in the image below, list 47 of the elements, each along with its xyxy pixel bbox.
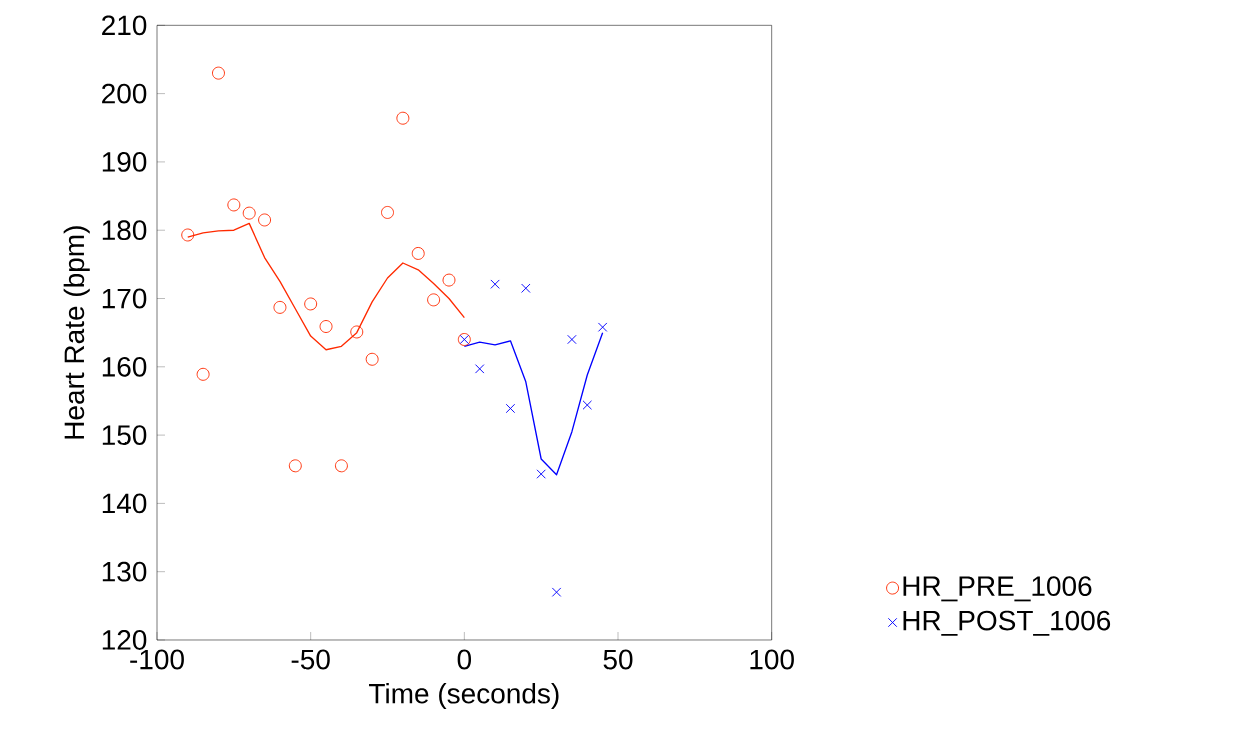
y-tick-label: 120 — [102, 630, 147, 650]
point — [427, 293, 441, 307]
y-tick-label: 200 — [102, 83, 147, 104]
x-tick-label: -50 — [291, 649, 330, 670]
point — [582, 400, 592, 410]
point — [475, 364, 485, 374]
point — [442, 273, 456, 287]
y-tick-label: 160 — [102, 356, 147, 377]
point — [350, 325, 364, 339]
y-tick-label: 210 — [102, 15, 147, 36]
point — [304, 297, 318, 311]
point — [551, 587, 562, 597]
x-tick-label: 0 — [457, 649, 472, 670]
point — [411, 246, 425, 260]
line-series — [463, 331, 604, 476]
legend-label: HR_PRE_1006 — [903, 576, 1092, 602]
point — [181, 228, 195, 242]
y-tick-label: 150 — [102, 425, 147, 446]
point — [288, 459, 302, 473]
y-tick-label: 130 — [102, 561, 147, 582]
point — [319, 320, 333, 333]
point — [196, 367, 210, 381]
point — [505, 403, 516, 414]
x-tick-label: 50 — [603, 649, 633, 670]
x-tick-label: -100 — [130, 649, 184, 670]
point — [396, 111, 410, 125]
point — [490, 279, 500, 289]
y-tick-label: 140 — [102, 493, 147, 514]
point — [258, 213, 272, 227]
y-axis-title: Heart Rate (bpm) — [63, 226, 90, 439]
point — [521, 283, 531, 293]
point — [567, 334, 577, 345]
legend-label: HR_POST_1006 — [903, 610, 1111, 636]
y-tick-label: 190 — [102, 152, 147, 172]
point — [365, 352, 379, 366]
x-tick-label: 100 — [750, 649, 794, 670]
y-tick-label: 180 — [102, 220, 147, 241]
point — [536, 469, 546, 479]
x-axis-title: Time (seconds) — [369, 683, 559, 710]
point — [334, 459, 348, 473]
point — [212, 66, 225, 80]
point — [381, 205, 394, 219]
point — [597, 322, 608, 332]
point — [227, 198, 241, 212]
y-tick-label: 170 — [102, 288, 147, 309]
point — [273, 300, 287, 314]
point — [242, 206, 256, 220]
